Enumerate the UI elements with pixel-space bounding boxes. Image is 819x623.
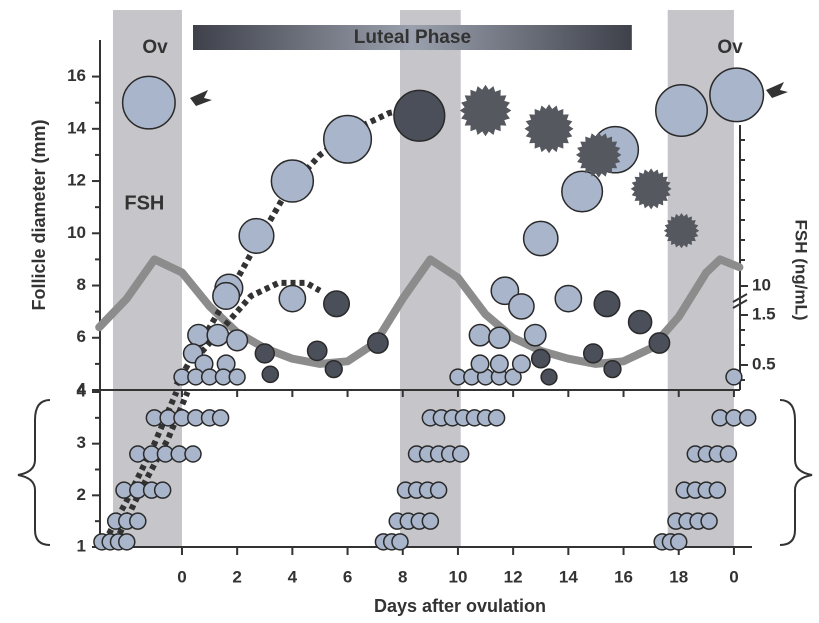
follicle (709, 67, 765, 123)
x-tick-label: 18 (669, 567, 688, 586)
follicle (261, 365, 280, 384)
follicle (470, 354, 490, 374)
follicle (603, 359, 622, 379)
follicle (187, 323, 210, 347)
follicle (238, 217, 275, 254)
x-tick-label: 10 (448, 567, 467, 586)
y-axis-label: Follicle diameter (mm) (29, 119, 49, 310)
follicle (212, 281, 241, 311)
x-tick-label: 6 (343, 567, 352, 586)
follicle (530, 348, 551, 369)
y2-tick-label: 1.5 (752, 304, 776, 323)
series-label: FSH (124, 193, 164, 215)
x-tick-label: 14 (559, 567, 578, 586)
follicle (367, 332, 389, 354)
follicle (468, 323, 492, 347)
follicle (226, 329, 249, 352)
phase-bar-label: Luteal Phase (354, 27, 471, 48)
follicle (523, 323, 547, 347)
follicle (254, 343, 275, 364)
x-tick-label: 8 (398, 567, 407, 586)
y-tick-label: 12 (67, 171, 86, 190)
follicle (153, 481, 172, 499)
ovulation-band (399, 10, 461, 547)
y-tick-label: 1 (77, 536, 86, 555)
follicle (393, 89, 446, 142)
y-tick-label: 4 (77, 381, 87, 400)
follicle (582, 343, 604, 364)
follicle (593, 290, 621, 318)
y-tick-label: 6 (77, 327, 86, 346)
follicle (554, 284, 583, 313)
follicle (118, 533, 136, 551)
follicle (206, 323, 230, 347)
follicle (429, 481, 448, 499)
x-tick-label: 0 (729, 567, 738, 586)
x-tick-label: 12 (504, 567, 523, 586)
follicle (323, 114, 373, 164)
ovulation-label: Ov (717, 37, 743, 58)
follicle (270, 159, 315, 203)
y-tick-label: 3 (77, 433, 86, 452)
y-tick-label: 10 (67, 223, 86, 242)
x-axis-label: Days after ovulation (374, 596, 546, 616)
follicle (655, 84, 708, 137)
follicle (561, 170, 604, 213)
x-tick-label: 16 (614, 567, 633, 586)
x-tick-label: 0 (177, 567, 186, 586)
y-tick-label: 2 (77, 485, 86, 504)
follicle (306, 340, 328, 362)
atretic-follicle (524, 104, 574, 154)
y-tick-label: 4 (77, 379, 87, 398)
follicle (540, 368, 558, 386)
follicle (489, 354, 509, 374)
follicle (184, 445, 202, 463)
y-tick-label: 14 (67, 118, 86, 137)
right-brace (779, 399, 813, 546)
follicle (708, 481, 727, 499)
follicle (211, 409, 230, 427)
follicle (421, 512, 440, 530)
follicle (669, 533, 688, 551)
x-tick-label: 2 (232, 567, 241, 586)
follicle (451, 445, 470, 463)
follicle (719, 445, 738, 463)
follicle (487, 409, 506, 427)
left-brace (17, 399, 51, 546)
follicle (627, 309, 653, 335)
follicle (508, 293, 535, 320)
follicle (121, 75, 176, 130)
follicle (391, 533, 409, 551)
follicle (324, 359, 343, 379)
follicle (322, 290, 351, 318)
ovulation-release (190, 90, 212, 106)
follicle (488, 326, 511, 350)
ovulation-label: Ov (142, 37, 168, 58)
follicle (129, 512, 147, 530)
atretic-follicle (630, 168, 672, 210)
follicle (278, 284, 307, 313)
follicle (511, 354, 531, 374)
ovulation-release (766, 82, 788, 98)
follicle (522, 220, 559, 257)
follicle (725, 368, 743, 386)
x-tick-label: 4 (288, 567, 298, 586)
y2-axis-label: FSH (ng/mL) (792, 219, 811, 320)
follicle (228, 368, 246, 386)
follicle (648, 332, 671, 354)
y-tick-label: 8 (77, 275, 86, 294)
y2-tick-label: 10 (752, 275, 771, 294)
y-tick-label: 16 (67, 66, 86, 85)
follicle (738, 409, 757, 427)
y2-tick-label: 0.5 (752, 354, 776, 373)
axis-break (732, 293, 748, 309)
atretic-follicle (459, 84, 512, 137)
atretic-follicle (575, 132, 622, 178)
follicle (700, 512, 718, 530)
dotted-trajectory (193, 279, 322, 361)
follicle (504, 368, 522, 386)
phase-bar (193, 25, 632, 50)
atretic-follicle (663, 213, 700, 249)
